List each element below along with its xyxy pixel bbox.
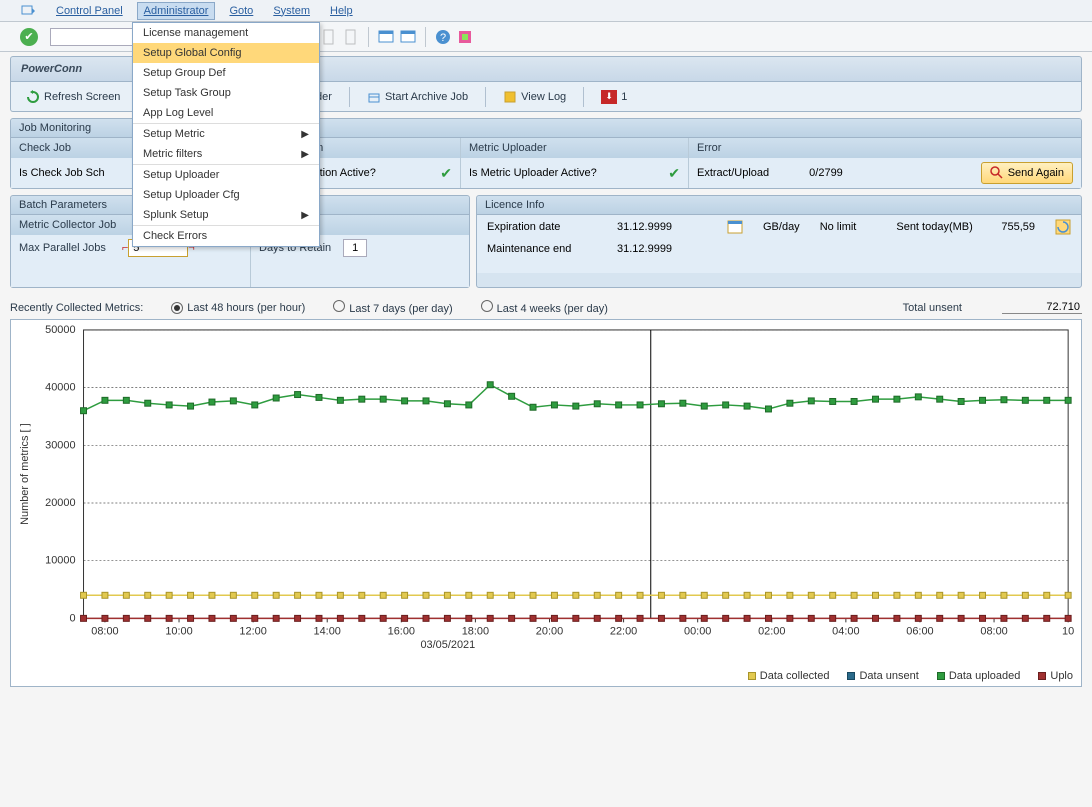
error-col: Error — [689, 138, 1081, 158]
svg-text:20:00: 20:00 — [536, 625, 563, 637]
uploader-cell: Is Metric Uploader Active?✔ — [461, 158, 689, 188]
menu-item-check-errors[interactable]: Check Errors — [133, 226, 319, 246]
page-icon-3[interactable] — [320, 28, 338, 46]
menu-item-setup-task-group[interactable]: Setup Task Group — [133, 83, 319, 103]
check-icon: ✔ — [440, 165, 452, 182]
help-icon[interactable]: ? — [434, 28, 452, 46]
range-opt-7d[interactable]: Last 7 days (per day) — [333, 300, 452, 315]
svg-text:20000: 20000 — [45, 497, 75, 509]
menu-icon — [20, 3, 36, 19]
menu-item-setup-uploader[interactable]: Setup Uploader — [133, 165, 319, 185]
menu-item-setup-group-def[interactable]: Setup Group Def — [133, 63, 319, 83]
range-bar: Recently Collected Metrics: Last 48 hour… — [10, 300, 1082, 315]
total-unsent-label: Total unsent — [903, 302, 962, 314]
range-opt-48h[interactable]: Last 48 hours (per hour) — [171, 302, 305, 314]
svg-text:50000: 50000 — [45, 324, 75, 336]
menu-item-app-log-level[interactable]: App Log Level — [133, 103, 319, 123]
svg-text:10: 10 — [1062, 625, 1074, 637]
uploader-col: Metric Uploader — [461, 138, 689, 158]
svg-text:08:00: 08:00 — [980, 625, 1007, 637]
svg-text:0: 0 — [69, 612, 75, 624]
menu-control-panel[interactable]: Control Panel — [50, 3, 129, 19]
metrics-chart: 0 10000 20000 30000 40000 50000 Number of metr… — [10, 319, 1082, 687]
administrator-dropdown: License management Setup Global Config S… — [132, 22, 320, 247]
send-again-button[interactable]: Send Again — [981, 162, 1073, 184]
svg-text:06:00: 06:00 — [906, 625, 933, 637]
check-icon: ✔ — [668, 165, 680, 182]
refresh-screen-button[interactable]: Refresh Screen — [17, 87, 129, 107]
days-retain-input[interactable] — [343, 239, 367, 257]
svg-text:40000: 40000 — [45, 382, 75, 394]
licence-info-panel: Licence Info Expiration date 31.12.9999 … — [476, 195, 1082, 288]
menu-item-setup-uploader-cfg[interactable]: Setup Uploader Cfg — [133, 185, 319, 205]
menu-item-metric-filters[interactable]: Metric filters▶ — [133, 144, 319, 164]
svg-text:10000: 10000 — [45, 555, 75, 567]
svg-text:18:00: 18:00 — [462, 625, 489, 637]
ok-icon[interactable]: ✔ — [20, 28, 38, 46]
svg-text:14:00: 14:00 — [314, 625, 341, 637]
menu-administrator[interactable]: Administrator — [137, 2, 216, 20]
refresh-icon[interactable] — [1055, 219, 1071, 235]
menu-help[interactable]: Help — [324, 3, 359, 19]
total-unsent-value — [1002, 301, 1082, 314]
menu-item-splunk-setup[interactable]: Splunk Setup▶ — [133, 205, 319, 225]
menu-goto[interactable]: Goto — [223, 3, 259, 19]
menu-system[interactable]: System — [267, 3, 316, 19]
settings-icon[interactable] — [456, 28, 474, 46]
error-flag-icon: ⬇ — [601, 90, 617, 104]
svg-text:22:00: 22:00 — [610, 625, 637, 637]
svg-text:Number of metrics [ ]: Number of metrics [ ] — [19, 423, 31, 525]
svg-text:08:00: 08:00 — [91, 625, 118, 637]
view-log-button[interactable]: View Log — [494, 87, 575, 107]
svg-text:10:00: 10:00 — [165, 625, 192, 637]
magnify-icon — [990, 166, 1004, 180]
window-icon-2[interactable] — [399, 28, 417, 46]
archive-icon — [367, 90, 381, 104]
calendar-icon[interactable] — [727, 219, 743, 235]
window-icon-1[interactable] — [377, 28, 395, 46]
licence-header: Licence Info — [477, 196, 1081, 215]
svg-text:30000: 30000 — [45, 439, 75, 451]
page-icon-4[interactable] — [342, 28, 360, 46]
chart-legend: Data collected Data unsent Data uploaded… — [748, 670, 1073, 682]
svg-text:?: ? — [440, 32, 446, 44]
svg-text:02:00: 02:00 — [758, 625, 785, 637]
svg-text:00:00: 00:00 — [684, 625, 711, 637]
menu-bar: Control Panel Administrator Goto System … — [0, 0, 1092, 22]
range-label: Recently Collected Metrics: — [10, 302, 143, 314]
svg-text:12:00: 12:00 — [239, 625, 266, 637]
error-cell: Extract/Upload 0/2799 Send Again — [689, 158, 1081, 188]
svg-text:03/05/2021: 03/05/2021 — [420, 639, 475, 651]
refresh-icon — [26, 90, 40, 104]
svg-text:16:00: 16:00 — [388, 625, 415, 637]
menu-item-license-management[interactable]: License management — [133, 23, 319, 43]
start-archive-button[interactable]: Start Archive Job — [358, 87, 477, 107]
error-count-button[interactable]: ⬇ 1 — [592, 87, 636, 107]
range-opt-4w[interactable]: Last 4 weeks (per day) — [481, 300, 608, 315]
menu-item-setup-global-config[interactable]: Setup Global Config — [133, 43, 319, 63]
app-title: PowerConn — [21, 63, 82, 75]
log-icon — [503, 90, 517, 104]
menu-item-setup-metric[interactable]: Setup Metric▶ — [133, 124, 319, 144]
svg-text:04:00: 04:00 — [832, 625, 859, 637]
